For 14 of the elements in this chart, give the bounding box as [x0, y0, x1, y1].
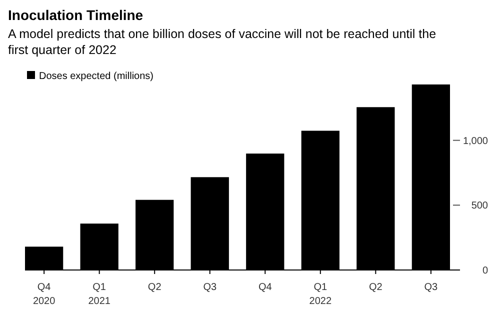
- y-tick-label: 0: [482, 266, 488, 276]
- legend-label: Doses expected (millions): [39, 71, 154, 82]
- chart-subtitle: A model predicts that one billion doses of vaccine will not be reached until the first quarter of 2022: [8, 27, 436, 57]
- x-tick-label: Q3: [203, 282, 217, 293]
- x-tick-label: Q3: [424, 282, 438, 293]
- x-tick-label: Q2: [148, 282, 162, 293]
- chart-title: Inoculation Timeline: [8, 7, 144, 23]
- y-tick-label: 500: [471, 200, 488, 212]
- x-tick-label: Q1 2021: [88, 282, 111, 307]
- x-tick-label: Q4: [258, 282, 272, 293]
- x-tick-label: Q1 2022: [309, 282, 332, 307]
- x-tick-label: Q4 2020: [32, 282, 56, 307]
- y-tick-label: 1,000: [462, 136, 488, 147]
- x-tick-label: Q2: [368, 282, 383, 293]
